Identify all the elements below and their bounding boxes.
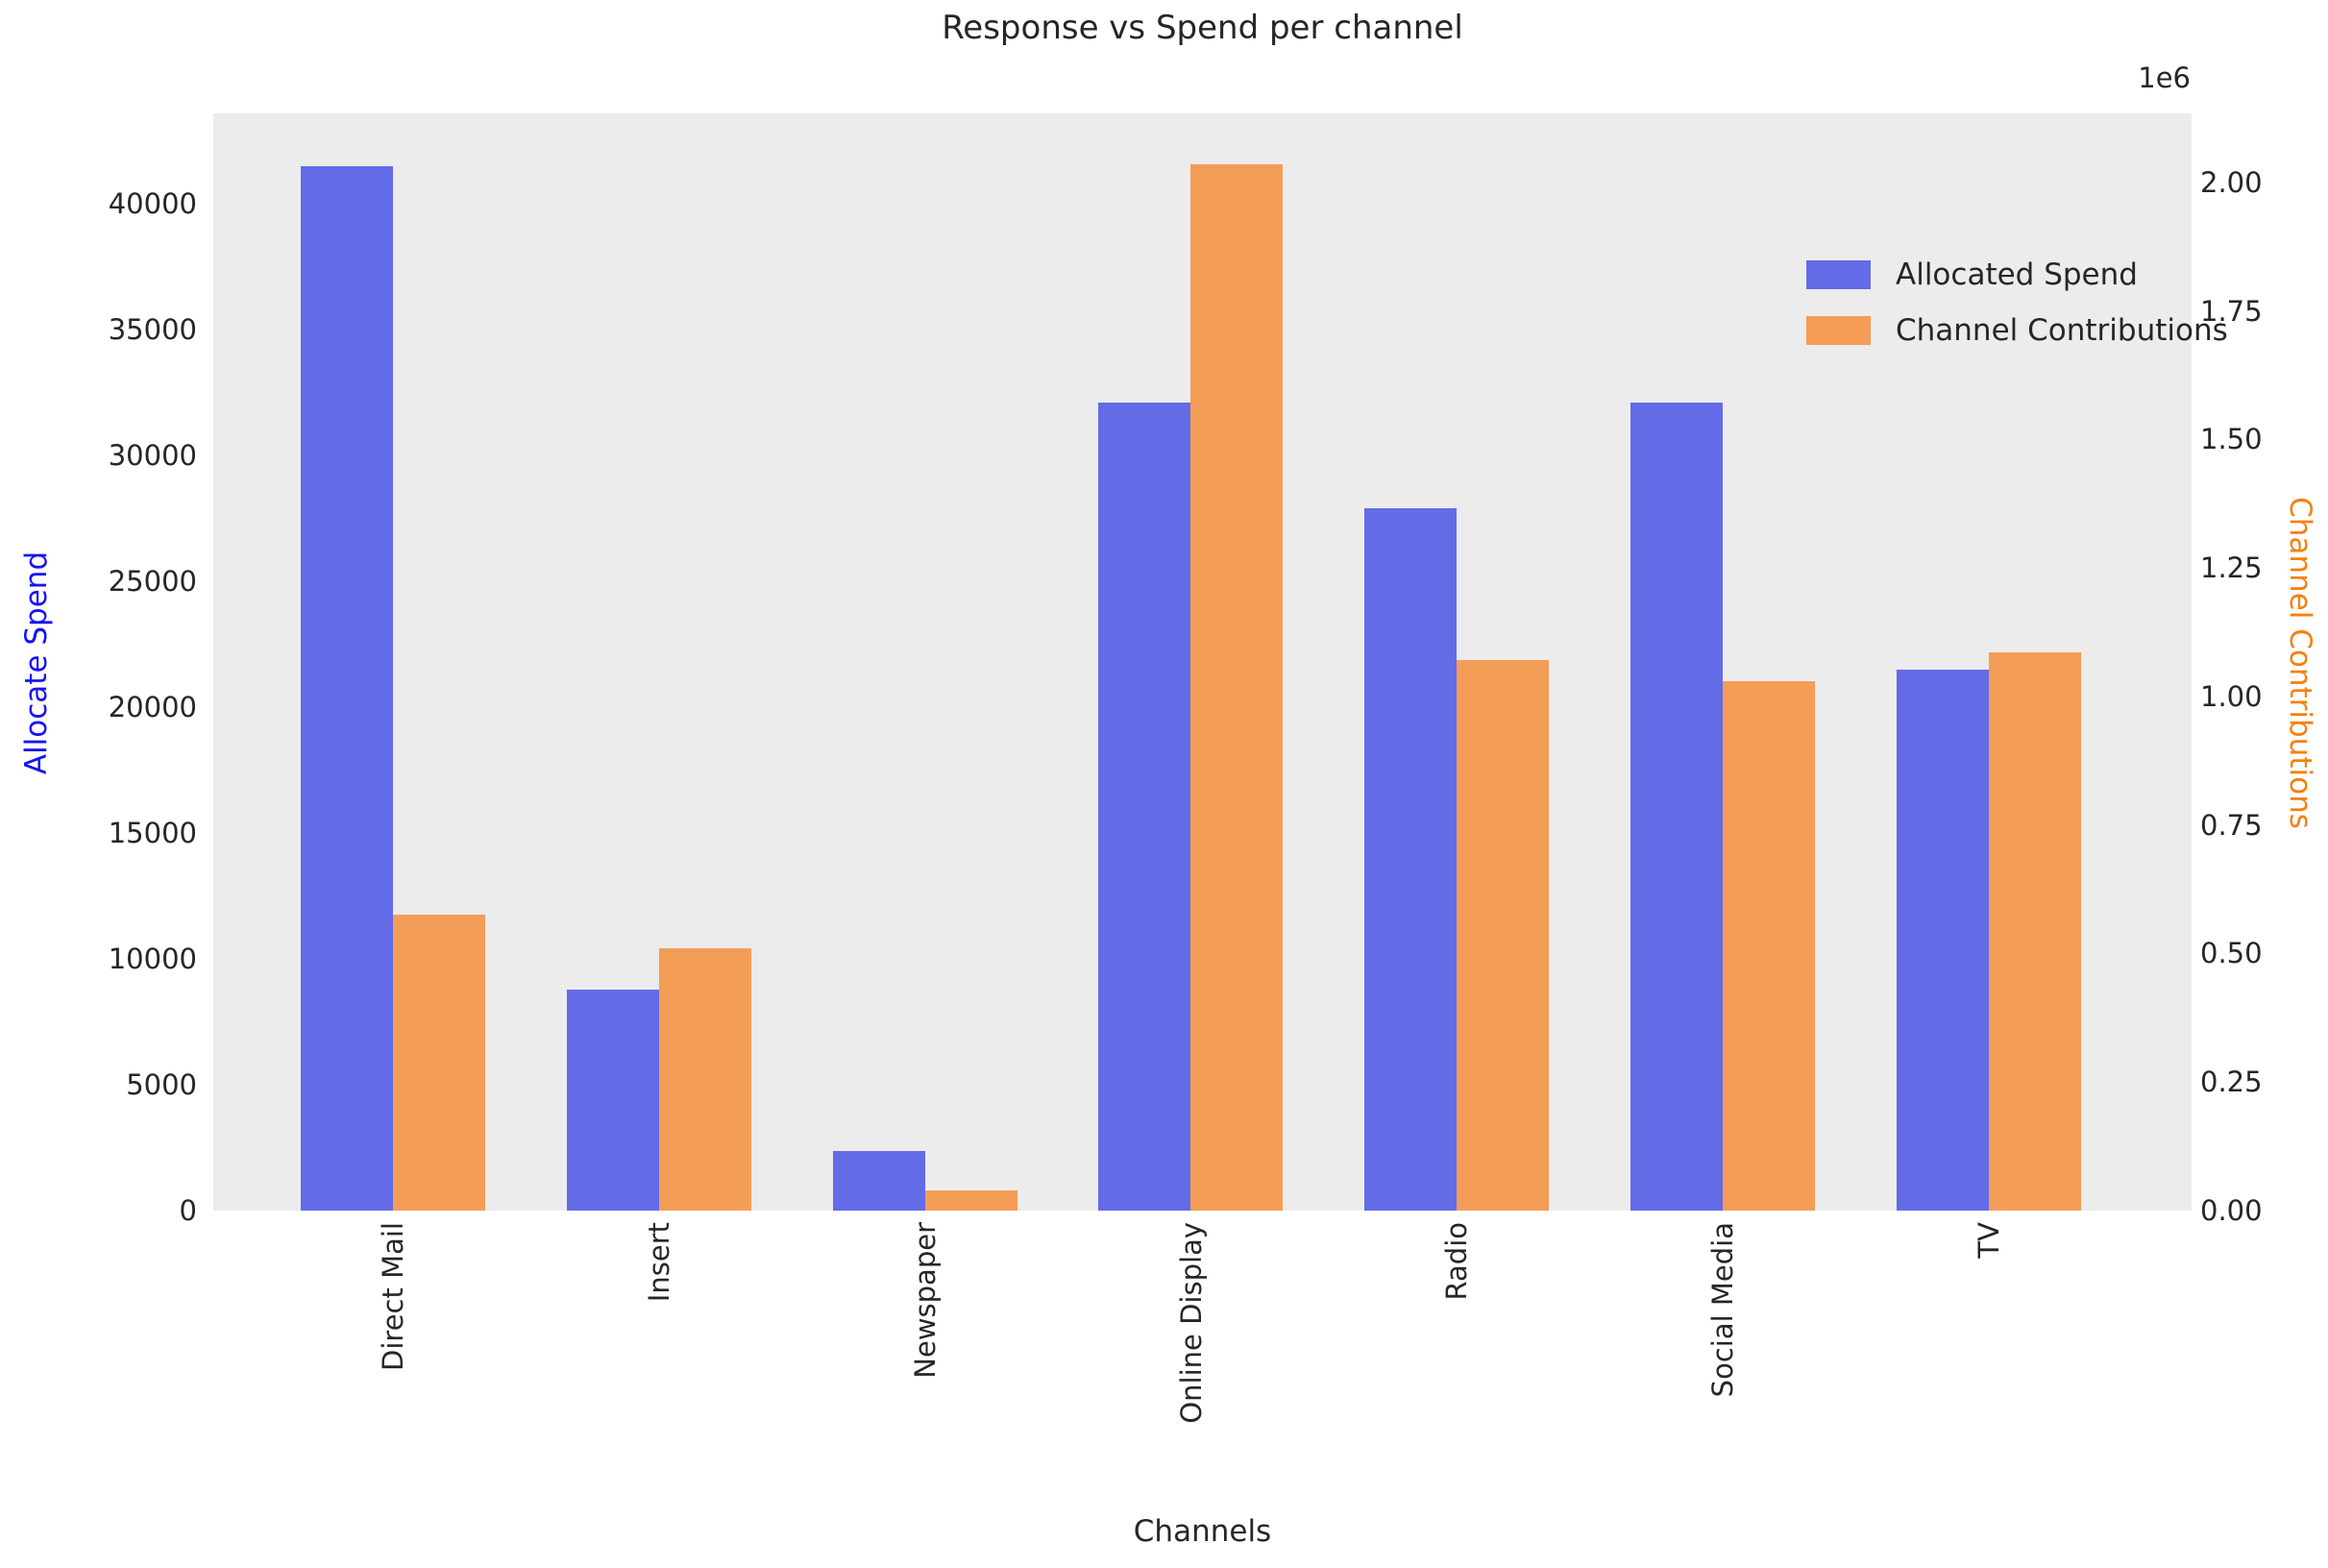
right-axis-offset-text: 1e6 (2138, 61, 2191, 94)
bar-channel-contributions-radio (1457, 660, 1550, 1211)
y-axis-left-tick-label: 40000 (108, 187, 197, 221)
y-axis-right-tick-label: 1.75 (2200, 294, 2263, 328)
bar-channel-contributions-direct-mail (393, 915, 485, 1211)
legend: Allocated Spend Channel Contributions (1806, 247, 2328, 358)
y-axis-left-tick-label: 25000 (108, 565, 197, 599)
y-axis-right-tick-label: 0.50 (2200, 937, 2263, 970)
plot-area: Allocated Spend Channel Contributions (213, 113, 2228, 1211)
bar-channel-contributions-online-display (1190, 164, 1284, 1211)
bar-allocated-spend-direct-mail (301, 166, 393, 1211)
bar-channel-contributions-newspaper (924, 1189, 1017, 1211)
bar-allocated-spend-online-display (1098, 403, 1191, 1211)
y-axis-left-label: Allocate Spend (19, 551, 54, 775)
bar-allocated-spend-social-media (1630, 403, 1724, 1211)
bar-allocated-spend-tv (1896, 669, 1989, 1211)
legend-label-allocated-spend: Allocated Spend (1896, 257, 2138, 292)
y-axis-right-tick-label: 0.25 (2200, 1066, 2263, 1099)
legend-label-channel-contributions: Channel Contributions (1896, 313, 2228, 348)
y-axis-left-tick-label: 10000 (108, 943, 197, 976)
y-axis-left-tick-label: 30000 (108, 439, 197, 473)
legend-item-allocated-spend: Allocated Spend (1806, 247, 2328, 303)
bar-allocated-spend-newspaper (832, 1151, 925, 1211)
y-axis-right-tick-label: 1.50 (2200, 423, 2263, 456)
y-axis-left-tick-label: 35000 (108, 313, 197, 347)
y-axis-left-tick-label: 20000 (108, 691, 197, 724)
bar-channel-contributions-tv (1988, 652, 2081, 1211)
chart-title: Response vs Spend per channel (942, 9, 1463, 47)
bar-allocated-spend-radio (1364, 508, 1458, 1211)
y-axis-right-tick-label: 2.00 (2200, 165, 2263, 199)
bar-channel-contributions-insert (658, 948, 751, 1211)
legend-swatch-allocated-spend (1806, 260, 1871, 289)
y-axis-left-tick-label: 0 (179, 1194, 197, 1227)
y-axis-right-tick-label: 1.25 (2200, 551, 2263, 585)
y-axis-right-tick-label: 1.00 (2200, 679, 2263, 713)
legend-item-channel-contributions: Channel Contributions (1806, 303, 2328, 358)
bar-channel-contributions-social-media (1723, 680, 1816, 1211)
y-axis-left-tick-label: 5000 (126, 1068, 197, 1101)
x-axis-label: Channels (1133, 1514, 1272, 1549)
bar-allocated-spend-insert (566, 989, 659, 1211)
y-axis-right-tick-label: 0.00 (2200, 1194, 2263, 1227)
y-axis-right-tick-label: 0.75 (2200, 808, 2263, 842)
legend-swatch-channel-contributions (1806, 316, 1871, 345)
y-axis-right-label: Channel Contributions (2283, 497, 2317, 829)
y-axis-left-tick-label: 15000 (108, 817, 197, 850)
